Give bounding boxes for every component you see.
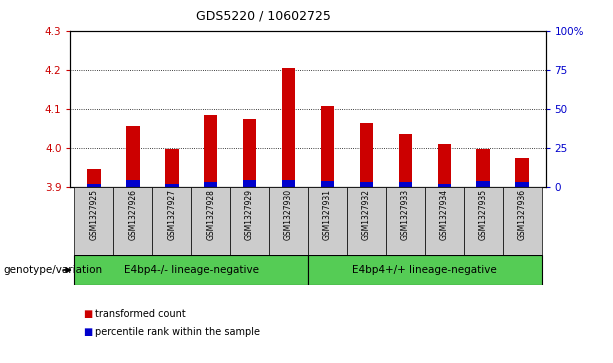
Bar (386, 187, 425, 256)
Bar (321, 181, 334, 187)
Bar (74, 187, 113, 256)
Bar (204, 115, 218, 187)
Bar (516, 182, 529, 187)
Bar (516, 158, 529, 187)
Text: genotype/variation: genotype/variation (3, 265, 102, 275)
Text: GSM1327927: GSM1327927 (167, 189, 177, 240)
Bar (204, 182, 218, 187)
Text: GSM1327928: GSM1327928 (206, 189, 215, 240)
Bar (243, 180, 256, 187)
Text: GSM1327930: GSM1327930 (284, 189, 293, 240)
Bar (503, 187, 542, 256)
Text: GSM1327933: GSM1327933 (401, 189, 410, 240)
Text: transformed count: transformed count (95, 309, 186, 319)
Bar (152, 187, 191, 256)
Bar (74, 255, 308, 285)
Bar (438, 144, 451, 187)
Text: percentile rank within the sample: percentile rank within the sample (95, 327, 260, 337)
Bar (113, 187, 152, 256)
Bar (425, 187, 464, 256)
Bar (165, 184, 178, 187)
Text: ■: ■ (83, 327, 92, 337)
Bar (126, 126, 140, 187)
Bar (87, 184, 101, 187)
Text: GSM1327929: GSM1327929 (245, 189, 254, 240)
Text: GSM1327936: GSM1327936 (518, 189, 527, 240)
Text: GSM1327935: GSM1327935 (479, 189, 488, 240)
Bar (308, 187, 347, 256)
Bar (230, 187, 269, 256)
Bar (464, 187, 503, 256)
Text: GSM1327931: GSM1327931 (323, 189, 332, 240)
Text: GSM1327926: GSM1327926 (128, 189, 137, 240)
Text: GSM1327925: GSM1327925 (89, 189, 98, 240)
Bar (321, 106, 334, 187)
Bar (282, 180, 295, 187)
Text: E4bp4-/- lineage-negative: E4bp4-/- lineage-negative (124, 265, 259, 275)
Text: GSM1327934: GSM1327934 (440, 189, 449, 240)
Bar (398, 134, 412, 187)
Bar (438, 184, 451, 187)
Bar (360, 123, 373, 187)
Bar (165, 149, 178, 187)
Text: E4bp4+/+ lineage-negative: E4bp4+/+ lineage-negative (352, 265, 497, 275)
Text: ■: ■ (83, 309, 92, 319)
Bar (476, 182, 490, 187)
Bar (282, 68, 295, 187)
Bar (191, 187, 230, 256)
Text: GSM1327932: GSM1327932 (362, 189, 371, 240)
Bar (87, 170, 101, 187)
Bar (360, 182, 373, 187)
Bar (269, 187, 308, 256)
Bar (126, 180, 140, 187)
Text: GDS5220 / 10602725: GDS5220 / 10602725 (196, 9, 331, 22)
Bar (476, 149, 490, 187)
Bar (308, 255, 542, 285)
Bar (347, 187, 386, 256)
Bar (243, 119, 256, 187)
Bar (398, 182, 412, 187)
